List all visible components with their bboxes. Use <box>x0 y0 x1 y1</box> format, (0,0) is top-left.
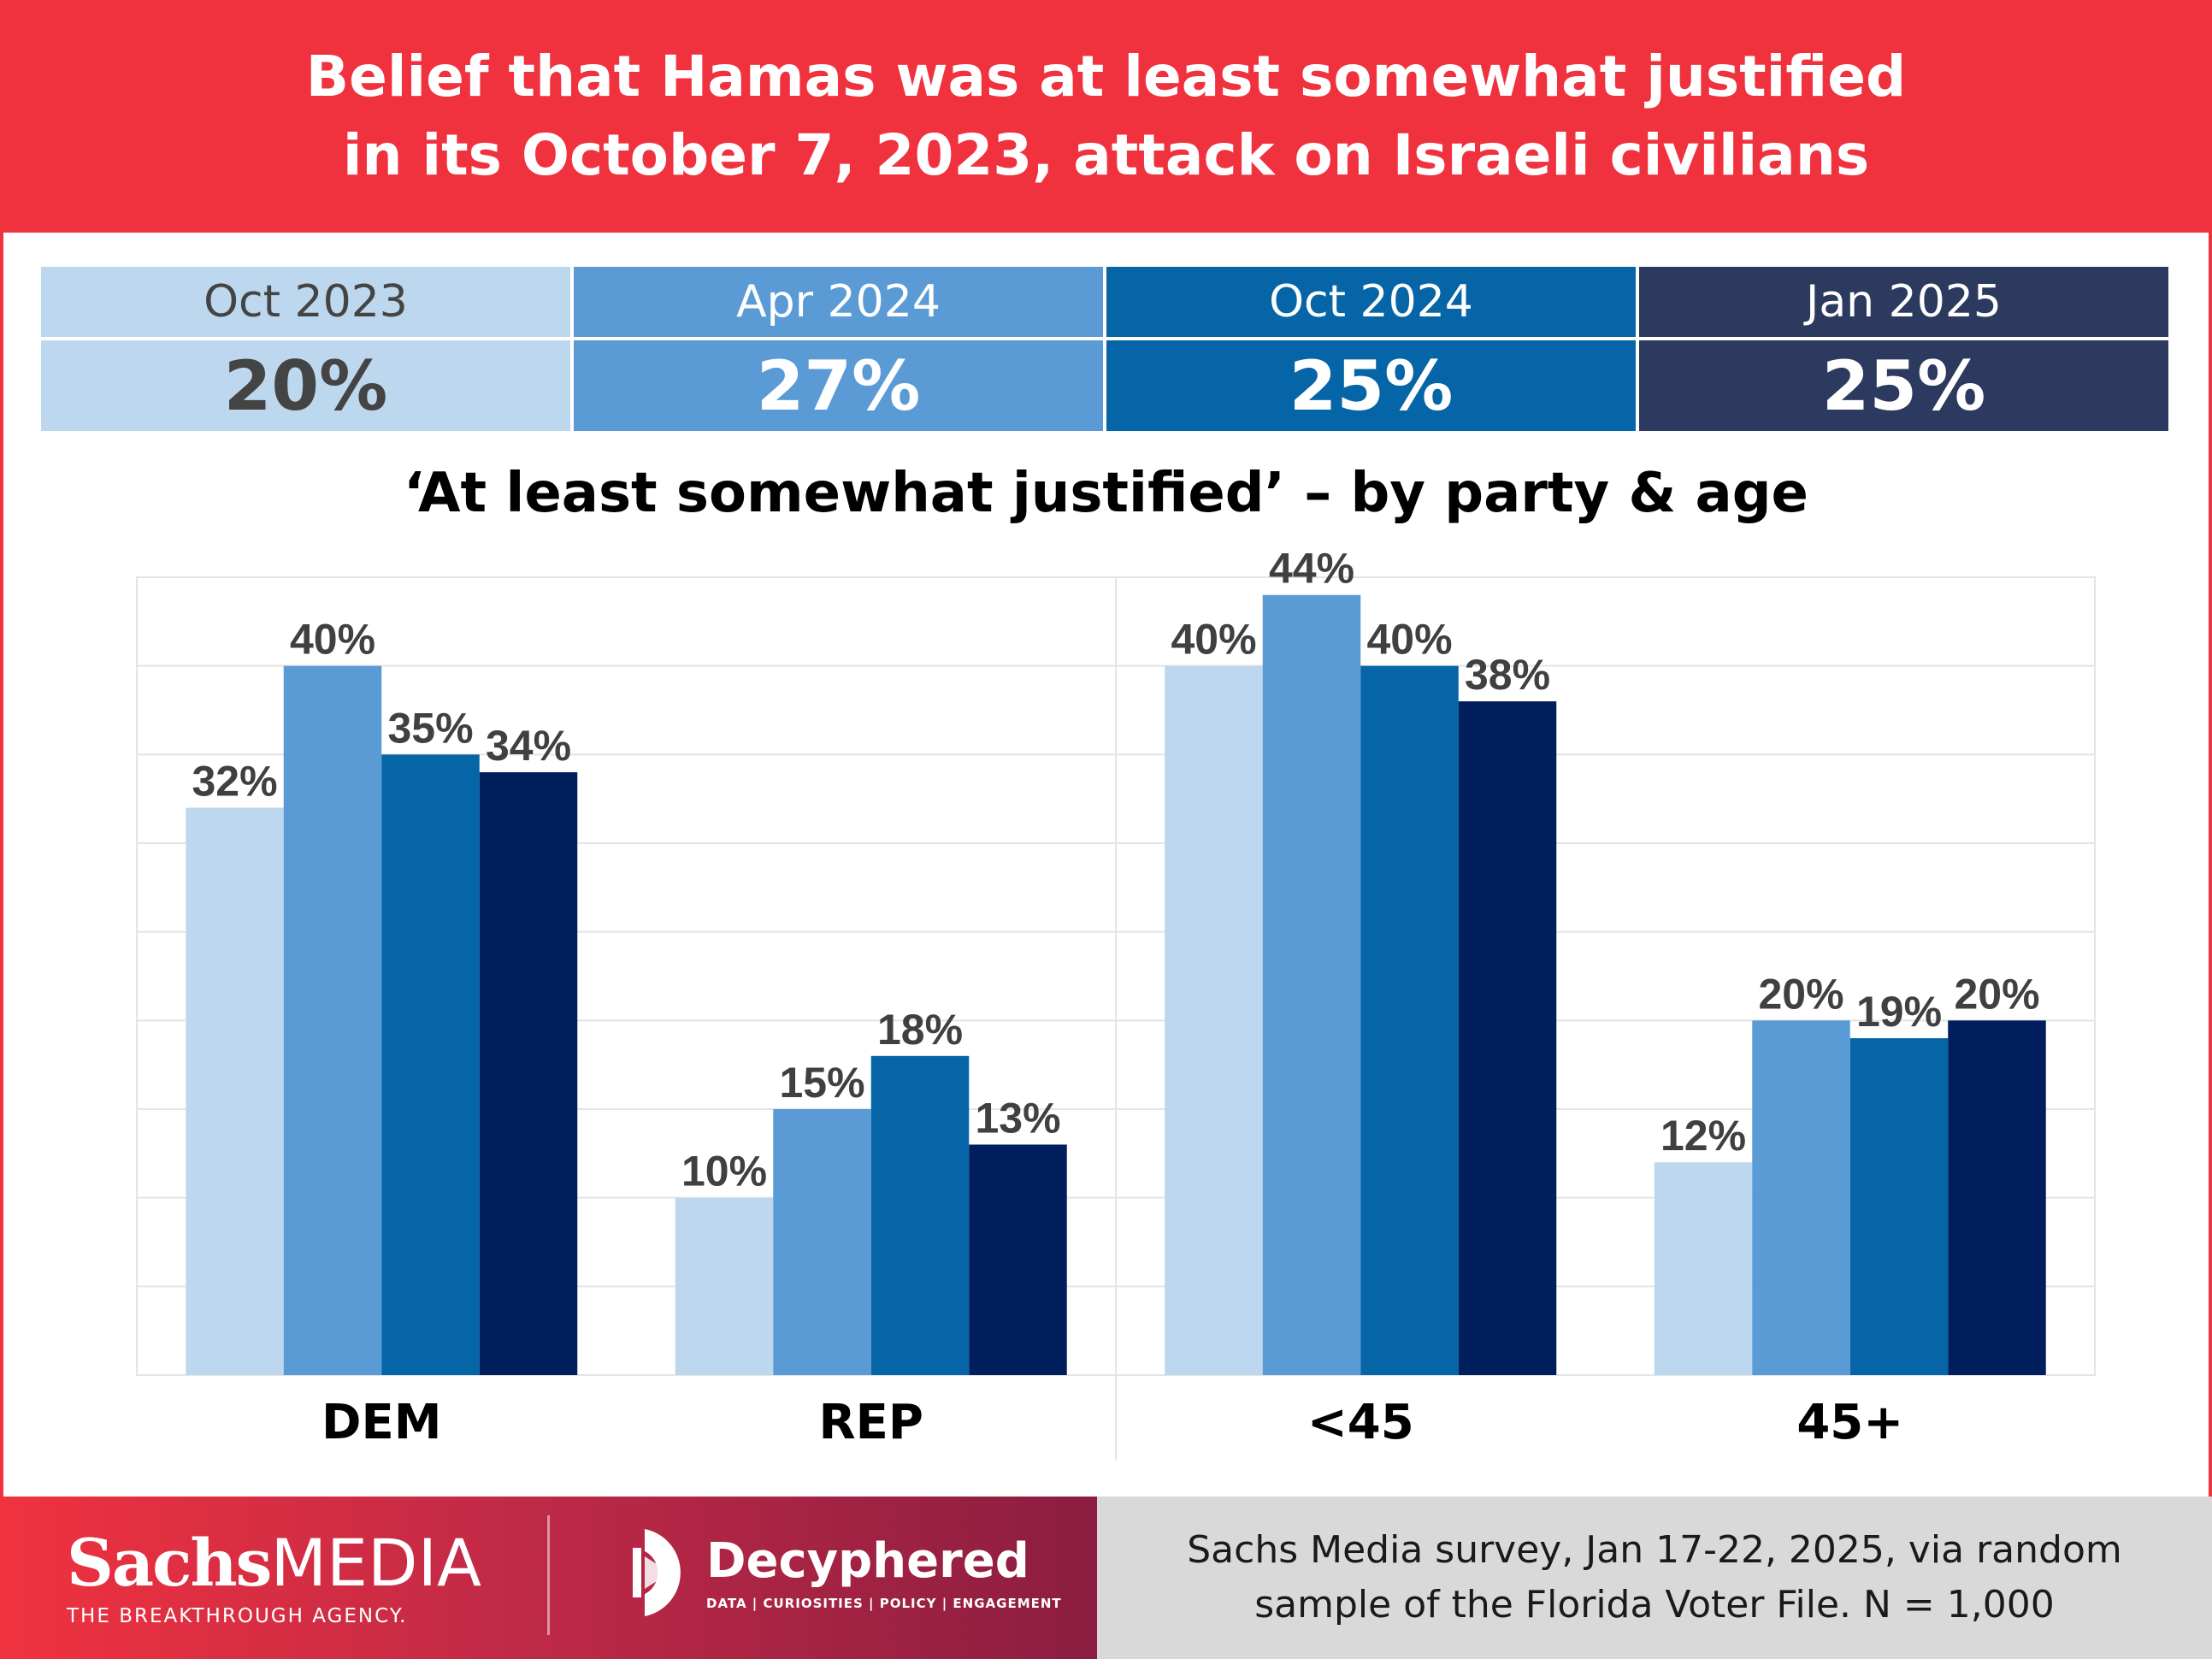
bar-<45-oct-2023 <box>1165 665 1263 1375</box>
bar-<45-apr-2024 <box>1262 594 1361 1375</box>
data-label: 44% <box>1269 545 1354 593</box>
data-label: 10% <box>681 1148 767 1196</box>
logo-divider <box>547 1515 550 1635</box>
bar-45+-jan-2025 <box>1948 1020 2046 1375</box>
summary-label: Apr 2024 <box>574 267 1103 340</box>
summary-col-jan-2025: Jan 2025 25% <box>1639 267 2168 431</box>
bar-DEM-apr-2024 <box>283 665 382 1375</box>
chart-subtitle: ‘At least somewhat justified’ – by party… <box>404 462 1808 525</box>
decyphered-logo: Decyphered DATA | CURIOSITIES | POLICY |… <box>706 1533 1062 1612</box>
data-label: 12% <box>1660 1112 1746 1160</box>
source-note: Sachs Media survey, Jan 17-22, 2025, via… <box>1097 1497 2212 1659</box>
data-label: 40% <box>1171 616 1256 664</box>
data-label: 40% <box>1366 616 1452 664</box>
bar-DEM-jan-2025 <box>479 772 578 1375</box>
summary-value: 25% <box>1289 345 1454 426</box>
bar-DEM-oct-2024 <box>381 754 480 1375</box>
summary-value: 20% <box>223 345 388 426</box>
data-label: 19% <box>1856 988 1942 1036</box>
sachs-media-wordmark: SachsMEDIA <box>67 1527 481 1600</box>
sachs-tagline: THE BREAKTHROUGH AGENCY. <box>67 1605 408 1627</box>
bar-<45-oct-2024 <box>1360 665 1459 1375</box>
decyphered-icon <box>633 1529 681 1616</box>
summary-label: Jan 2025 <box>1639 267 2168 340</box>
category-label: 45+ <box>1796 1395 1903 1450</box>
data-label: 35% <box>387 704 473 752</box>
bar-REP-oct-2023 <box>675 1197 774 1375</box>
data-label: 15% <box>779 1059 864 1107</box>
data-label: 13% <box>975 1094 1060 1142</box>
summary-value: 27% <box>756 345 921 426</box>
title-line-1: Belief that Hamas was at least somewhat … <box>305 44 1907 109</box>
data-label: 18% <box>877 1006 963 1054</box>
bar-45+-apr-2024 <box>1752 1020 1850 1375</box>
summary-label: Oct 2023 <box>41 267 570 340</box>
data-label: 38% <box>1465 651 1550 699</box>
decyphered-name: Decyphered <box>706 1533 1029 1589</box>
sachs-media-logo: SachsMEDIA THE BREAKTHROUGH AGENCY. <box>67 1527 481 1628</box>
category-label: DEM <box>321 1395 441 1450</box>
data-label: 20% <box>1954 970 2039 1018</box>
footer: SachsMEDIA THE BREAKTHROUGH AGENCY. Decy… <box>0 1497 2212 1659</box>
footer-brand-panel: SachsMEDIA THE BREAKTHROUGH AGENCY. Decy… <box>0 1497 1097 1659</box>
decyphered-tagline: DATA | CURIOSITIES | POLICY | ENGAGEMENT <box>706 1596 1062 1611</box>
data-label: 20% <box>1758 970 1843 1018</box>
summary-col-oct-2024: Oct 2024 25% <box>1106 267 1639 431</box>
summary-col-apr-2024: Apr 2024 27% <box>574 267 1106 431</box>
bar-REP-oct-2024 <box>870 1055 970 1375</box>
bar-45+-oct-2024 <box>1849 1038 1949 1375</box>
sachs-word: Sachs <box>67 1525 272 1601</box>
bar-REP-apr-2024 <box>773 1109 871 1375</box>
media-word: MEDIA <box>270 1525 481 1601</box>
source-line-2: sample of the Florida Voter File. N = 1,… <box>1254 1583 2055 1627</box>
chart-header: Belief that Hamas was at least somewhat … <box>0 0 2212 233</box>
bar-45+-oct-2023 <box>1654 1162 1753 1375</box>
data-label: 40% <box>290 616 375 664</box>
source-line-1: Sachs Media survey, Jan 17-22, 2025, via… <box>1187 1528 2122 1572</box>
title-line-2: in its October 7, 2023, attack on Israel… <box>342 122 1870 188</box>
bar-DEM-oct-2023 <box>186 807 284 1375</box>
summary-table: Oct 2023 20% Apr 2024 27% Oct 2024 25% J… <box>41 267 2168 431</box>
summary-value: 25% <box>1821 345 1986 426</box>
bar-<45-jan-2025 <box>1458 701 1557 1375</box>
data-label: 34% <box>486 722 571 770</box>
data-label: 32% <box>192 758 277 806</box>
summary-col-oct-2023: Oct 2023 20% <box>41 267 574 431</box>
category-label: <45 <box>1307 1395 1414 1450</box>
bar-REP-jan-2025 <box>969 1144 1067 1375</box>
bar-chart: 32%40%35% 34%DEM10%15%18%13%REP40%44%40%3… <box>136 545 2096 1461</box>
summary-label: Oct 2024 <box>1106 267 1636 340</box>
category-label: REP <box>819 1395 923 1450</box>
